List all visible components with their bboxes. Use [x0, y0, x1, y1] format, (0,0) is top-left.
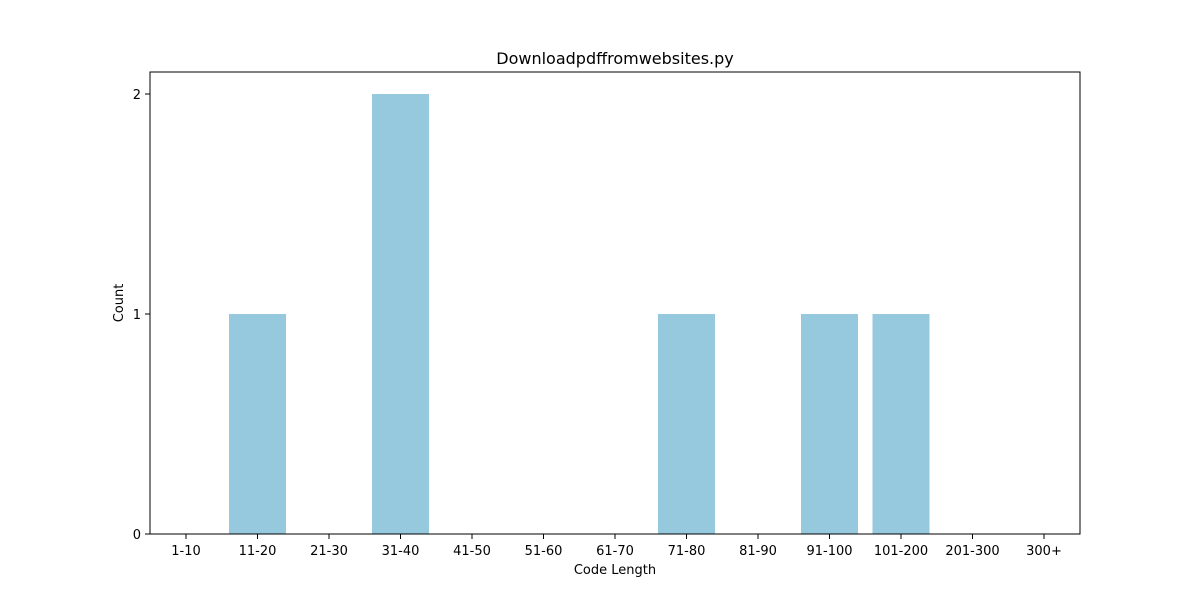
x-tick-label: 21-30	[310, 544, 348, 559]
y-tick-label: 1	[133, 308, 141, 323]
bar-11-20	[229, 314, 286, 534]
x-tick-label: 71-80	[668, 544, 706, 559]
y-axis-label: Count	[112, 284, 127, 323]
y-ticks: 0 1 2	[133, 88, 150, 543]
chart-title: Downloadpdffromwebsites.py	[496, 49, 734, 68]
x-tick-label: 300+	[1026, 544, 1062, 559]
x-tick-label: 1-10	[171, 544, 201, 559]
x-tick-label: 81-90	[739, 544, 777, 559]
y-tick-label: 0	[133, 528, 141, 543]
x-tick-label: 11-20	[239, 544, 277, 559]
axes-layer	[149, 71, 1081, 535]
x-ticks: 1-10 11-20 21-30 31-40 41-50 51-60 61-70 71-80 8…	[171, 534, 1062, 559]
x-tick-label: 201-300	[945, 544, 999, 559]
plot-frame	[149, 71, 1081, 535]
bar-31-40	[372, 94, 429, 534]
bar-101-200	[872, 314, 930, 534]
x-tick-label: 41-50	[453, 544, 491, 559]
x-tick-label: 101-200	[874, 544, 928, 559]
y-tick-label: 2	[133, 88, 141, 103]
x-tick-label: 91-100	[806, 544, 852, 559]
bars-layer	[229, 94, 930, 534]
bar-91-100	[801, 314, 858, 534]
bar-71-80	[658, 314, 715, 534]
x-tick-label: 61-70	[596, 544, 634, 559]
x-tick-label: 31-40	[382, 544, 420, 559]
x-tick-label: 51-60	[525, 544, 563, 559]
x-axis-label: Code Length	[574, 563, 656, 578]
